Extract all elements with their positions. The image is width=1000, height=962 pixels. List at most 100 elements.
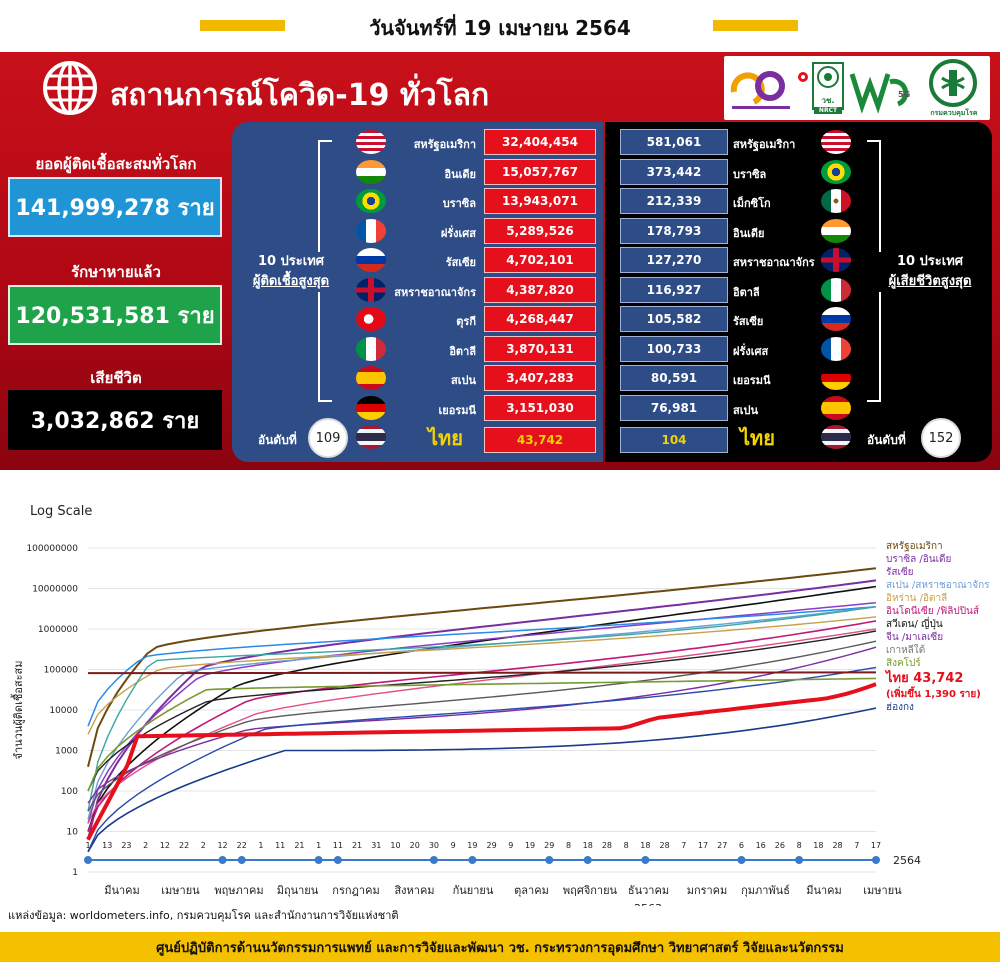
cases-country-value: 5,289,526	[484, 217, 596, 244]
deaths-thai-value: 104	[620, 427, 728, 453]
flower-emblem-icon	[798, 72, 808, 82]
x-month-label: พฤศจิกายน	[563, 884, 618, 897]
covid-summary-panel: สถานการณ์โควิด-19 ทั่วโลก วช. NRCT 5G กร…	[0, 52, 1000, 470]
top-deaths-title-line2: ผู้เสียชีวิตสูงสุด	[888, 274, 972, 289]
deaths-country-name: อินเดีย	[733, 226, 765, 240]
malaysia-series-line	[87, 646, 877, 804]
legend-entry: จีน /มาเลเซีย	[886, 632, 944, 643]
cases-country-name: รัสเซีย	[445, 256, 476, 269]
deaths-country-value: 373,442	[620, 158, 728, 185]
x-day-tick: 1	[85, 841, 90, 850]
brazil-flag-icon	[821, 159, 851, 184]
usa-flag-icon	[356, 130, 386, 154]
deaths-country-name: สหราชอาณาจักร	[733, 256, 815, 269]
x-day-tick: 2	[143, 841, 148, 850]
axis-marker-dot	[641, 856, 650, 864]
cases-country-name: ฝรั่งเศส	[440, 226, 476, 240]
x-day-tick: 13	[102, 841, 112, 850]
sweden-series-line	[87, 630, 877, 792]
top-deaths-table: 10 ประเทศ ผู้เสียชีวิตสูงสุด 581,061 สหรั…	[605, 122, 992, 462]
y-tick-label: 100000	[44, 666, 79, 676]
y-tick-label: 10	[67, 828, 79, 838]
cases-country-value: 15,057,767	[484, 158, 596, 185]
top-cases-title: 10 ประเทศ ผู้ติดเชื้อสูงสุด	[238, 252, 344, 292]
y-tick-label: 100000000	[26, 544, 78, 554]
hongkong-series-line	[87, 707, 877, 853]
wc-5g-logo	[849, 73, 909, 114]
x-day-tick: 18	[640, 841, 650, 850]
axis-marker-dot	[545, 856, 554, 864]
sponsor-logos: วช. NRCT 5G กรมควบคุมโรค	[724, 56, 990, 120]
deaths-country-name: สเปน	[733, 403, 758, 417]
italy-flag-icon	[821, 277, 851, 302]
ddc-logo-label: กรมควบคุมโรค	[930, 109, 978, 117]
deaths-country-name: ฝรั่งเศส	[733, 344, 769, 358]
cases-country-value: 3,151,030	[484, 394, 596, 421]
x-day-tick: 11	[275, 841, 285, 850]
spain-flag-icon	[821, 395, 851, 420]
philippines-series-line	[87, 628, 877, 824]
x-month-label: สิงหาคม	[394, 884, 434, 897]
header-decoration-left	[200, 20, 285, 31]
singapore-series-line	[87, 677, 877, 792]
top-cases-title-line2: ผู้ติดเชื้อสูงสุด	[252, 274, 330, 289]
cases-country-value: 4,268,447	[484, 306, 596, 332]
legend-entry: เกาหลีใต้	[886, 645, 926, 656]
deaths-rank-label: อันดับที่	[867, 433, 906, 447]
x-day-tick: 29	[487, 841, 497, 850]
cases-country-value: 32,404,454	[484, 129, 596, 155]
header-decoration-right	[713, 20, 798, 31]
deaths-country-value: 116,927	[620, 276, 728, 303]
x-day-tick: 1	[316, 841, 321, 850]
ministry-logo	[730, 71, 790, 109]
deaths-country-name: เยอรมนี	[733, 374, 771, 387]
deaths-country-value: 581,061	[620, 129, 728, 155]
data-source-note: แหล่งข้อมูล: worldometers.info, กรมควบคุ…	[8, 909, 399, 922]
x-day-tick: 23	[121, 841, 131, 850]
germany-flag-icon	[821, 366, 851, 390]
thailand-flag-icon	[821, 425, 851, 449]
x-month-label: เมษายน	[161, 884, 200, 897]
panel-title: สถานการณ์โควิด-19 ทั่วโลก	[110, 78, 490, 113]
cases-rank-label: อันดับที่	[258, 433, 297, 447]
turkey-flag-icon	[356, 307, 386, 331]
cases-country-name: สเปน	[451, 374, 476, 387]
x-day-tick: 22	[179, 841, 189, 850]
russia-flag-icon	[356, 248, 386, 272]
x-day-tick: 11	[333, 841, 343, 850]
cases-thai-rank: 109	[308, 418, 348, 458]
x-month-label: กรกฎาคม	[332, 884, 379, 897]
deaths-country-name: บราซิล	[733, 167, 767, 181]
legend-entry: ไทย 43,742	[886, 671, 964, 686]
x-month-label: มีนาคม	[104, 884, 140, 897]
y-tick-label: 10000000	[32, 585, 78, 595]
axis-marker-dot	[429, 856, 438, 864]
cases-country-value: 13,943,071	[484, 188, 596, 214]
axis-marker-dot	[795, 856, 804, 864]
x-day-tick: 31	[371, 841, 381, 850]
legend-entry: อินโดนีเซีย /ฟิลิปปินส์	[886, 606, 979, 617]
uk-flag-icon	[821, 248, 851, 272]
y-tick-label: 10000	[49, 706, 78, 716]
chart-canvas: 100000000 10000000 1000000 100000 10000 1000 1…	[10, 544, 921, 906]
top-cases-table: 10 ประเทศ ผู้ติดเชื้อสูงสุด สหรัฐอเมริกา…	[232, 122, 603, 462]
x-day-tick: 21	[352, 841, 362, 850]
cases-country-value: 3,870,131	[484, 335, 596, 362]
france-flag-icon	[356, 218, 386, 243]
legend-entry: รัสเซีย	[886, 567, 914, 578]
deaths-value: 3,032,862 ราย	[8, 390, 222, 450]
wc-emblem-icon	[817, 66, 839, 88]
legend-entry: สิงคโปร์	[886, 658, 921, 669]
x-day-tick: 2	[201, 841, 206, 850]
cases-country-name: บราซิล	[442, 197, 476, 210]
france-flag-icon	[821, 336, 851, 361]
globe-icon	[43, 61, 97, 115]
legend-entry: ฮ่องกง	[886, 702, 914, 713]
wc-logo: วช. NRCT	[812, 62, 844, 114]
top-deaths-title-line1: 10 ประเทศ	[896, 254, 964, 269]
brazil-flag-icon	[356, 189, 386, 213]
usa-series-line	[87, 567, 877, 767]
x-day-tick: 6	[739, 841, 744, 850]
russia-flag-icon	[821, 307, 851, 331]
cases-thai-value: 43,742	[484, 427, 596, 453]
